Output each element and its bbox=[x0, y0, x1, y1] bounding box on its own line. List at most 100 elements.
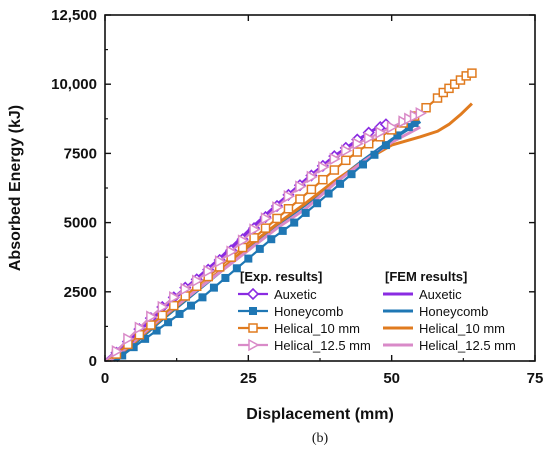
legend-label: Honeycomb bbox=[274, 304, 343, 319]
data-point bbox=[290, 218, 299, 227]
data-point bbox=[123, 332, 135, 346]
data-point bbox=[467, 68, 477, 78]
data-point bbox=[169, 300, 179, 311]
data-point bbox=[278, 226, 287, 235]
data-point bbox=[267, 235, 276, 244]
data-point bbox=[164, 318, 173, 327]
data-point bbox=[313, 199, 322, 208]
data-point bbox=[432, 93, 443, 103]
legend-label: Auxetic bbox=[274, 287, 317, 302]
legend-marker bbox=[246, 287, 260, 301]
legend-item-exp-honeycomb: Honeycomb bbox=[238, 304, 343, 319]
data-point bbox=[209, 283, 218, 292]
legend-heading-exp: [Exp. results] bbox=[240, 269, 322, 284]
data-point bbox=[409, 109, 422, 123]
data-point bbox=[415, 106, 427, 120]
data-point bbox=[295, 194, 305, 204]
data-point bbox=[187, 301, 195, 310]
data-point bbox=[318, 174, 328, 185]
data-point bbox=[232, 264, 241, 273]
data-point bbox=[260, 223, 271, 233]
data-point bbox=[375, 126, 387, 139]
data-point bbox=[421, 102, 431, 113]
data-point bbox=[363, 131, 376, 145]
data-point bbox=[169, 291, 181, 304]
data-point bbox=[324, 189, 333, 198]
legend-marker bbox=[248, 338, 260, 352]
legend-label: Helical_10 mm bbox=[274, 321, 360, 336]
data-point bbox=[272, 201, 284, 214]
data-point bbox=[191, 274, 204, 288]
data-point bbox=[398, 115, 410, 128]
data-point bbox=[359, 160, 367, 169]
x-axis-title: Displacement (mm) bbox=[246, 406, 394, 423]
data-point bbox=[393, 131, 402, 140]
y-tick-label: 12,500 bbox=[51, 7, 97, 24]
legend-item-exp-helical-12-5-mm: Helical_12.5 mm bbox=[238, 338, 371, 353]
data-point bbox=[180, 282, 192, 296]
data-point bbox=[329, 165, 340, 175]
data-point bbox=[336, 179, 345, 188]
data-point bbox=[255, 244, 264, 253]
data-point bbox=[249, 233, 259, 243]
data-point bbox=[341, 155, 351, 166]
legend-label: Helical_12.5 mm bbox=[274, 338, 371, 353]
data-point bbox=[198, 293, 207, 302]
data-point bbox=[347, 170, 356, 179]
data-point bbox=[152, 326, 161, 335]
data-point bbox=[157, 300, 169, 314]
y-axis-title: Absorbed Energy (kJ) bbox=[7, 105, 24, 271]
data-point bbox=[226, 245, 238, 258]
data-point bbox=[203, 264, 215, 278]
x-tick-label: 25 bbox=[240, 370, 257, 387]
exp-series-helical-12-5-mm bbox=[104, 106, 427, 362]
fem-series-helical-12-5-mm bbox=[109, 125, 422, 363]
y-tick-label: 10,000 bbox=[51, 76, 97, 93]
data-point bbox=[111, 345, 124, 358]
y-tick-label: 7500 bbox=[64, 145, 97, 162]
legend: [Exp. results] [FEM results] Auxetic Honeyc… bbox=[238, 269, 516, 353]
data-point bbox=[214, 255, 227, 268]
legend-item-fem-auxetic: Auxetic bbox=[383, 287, 462, 302]
data-point bbox=[175, 309, 184, 318]
data-point bbox=[329, 152, 341, 166]
data-point bbox=[260, 212, 273, 225]
series-layer bbox=[104, 68, 477, 363]
data-point bbox=[221, 273, 230, 282]
legend-marker bbox=[248, 323, 258, 333]
legend-item-fem-honeycomb: Honeycomb bbox=[383, 304, 488, 319]
data-point bbox=[237, 234, 250, 247]
y-tick-label: 2500 bbox=[64, 284, 97, 301]
legend-label: Auxetic bbox=[419, 287, 462, 302]
data-point bbox=[157, 310, 168, 321]
data-point bbox=[381, 141, 390, 150]
figure-caption: (b) bbox=[312, 431, 329, 446]
data-point bbox=[146, 310, 158, 323]
data-point bbox=[244, 254, 253, 263]
data-point bbox=[352, 137, 364, 150]
axes-layer: 0 25 50 75 0 2500 5000 7500 10,000 12,500 bbox=[51, 7, 543, 387]
x-tick-label: 0 bbox=[101, 370, 109, 387]
y-tick-label: 0 bbox=[89, 353, 97, 370]
data-point bbox=[404, 112, 416, 126]
legend-label: Helical_12.5 mm bbox=[419, 338, 516, 353]
data-point bbox=[341, 144, 353, 157]
legend-item-fem-helical-12-5-mm: Helical_12.5 mm bbox=[383, 338, 516, 353]
data-point bbox=[295, 180, 307, 193]
data-point bbox=[272, 213, 282, 224]
legend-item-fem-helical-10-mm: Helical_10 mm bbox=[383, 321, 505, 336]
exp-line-honeycomb bbox=[113, 122, 416, 362]
data-point bbox=[386, 120, 399, 134]
data-point bbox=[301, 208, 310, 217]
legend-item-exp-helical-10-mm: Helical_10 mm bbox=[238, 321, 360, 336]
exp-series-honeycomb bbox=[113, 118, 419, 362]
data-point bbox=[249, 223, 261, 236]
data-point bbox=[306, 170, 318, 184]
legend-heading-fem: [FEM results] bbox=[385, 269, 467, 284]
legend-marker bbox=[249, 307, 257, 315]
x-tick-label: 50 bbox=[383, 370, 400, 387]
data-point bbox=[146, 320, 156, 330]
data-point bbox=[306, 184, 317, 195]
y-tick-label: 5000 bbox=[64, 215, 97, 232]
